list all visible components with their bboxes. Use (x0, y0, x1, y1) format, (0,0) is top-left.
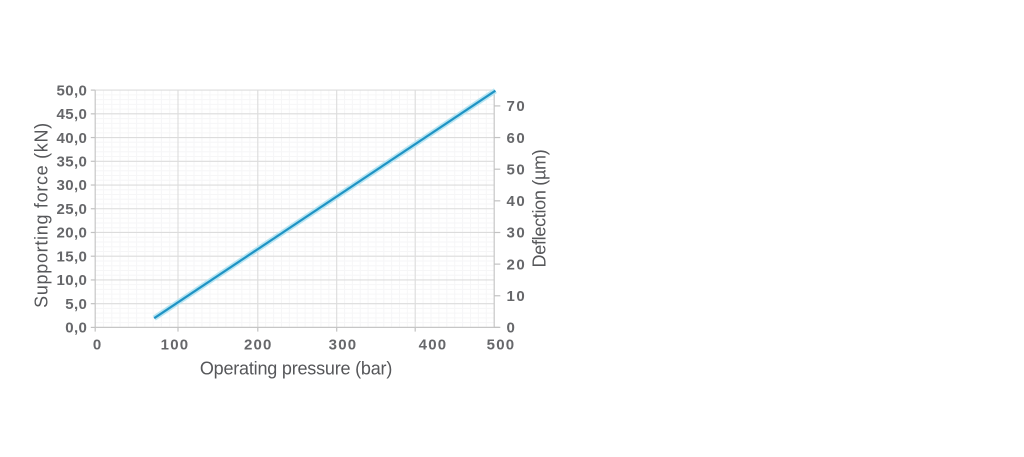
svg-text:50,0: 50,0 (57, 82, 88, 99)
svg-text:70: 70 (507, 98, 527, 115)
svg-text:10: 10 (507, 288, 527, 305)
svg-text:100: 100 (161, 337, 190, 354)
svg-text:60: 60 (507, 130, 527, 147)
svg-text:Operating pressure (bar): Operating pressure (bar) (200, 358, 392, 378)
svg-text:25,0: 25,0 (57, 201, 88, 218)
svg-text:50: 50 (507, 161, 527, 178)
svg-text:30: 30 (507, 225, 527, 242)
svg-text:0,0: 0,0 (65, 320, 87, 337)
svg-text:40: 40 (507, 193, 527, 210)
svg-text:30,0: 30,0 (57, 177, 88, 194)
svg-text:5,0: 5,0 (65, 296, 87, 313)
svg-text:45,0: 45,0 (57, 106, 88, 123)
svg-text:40,0: 40,0 (57, 130, 88, 147)
svg-text:15,0: 15,0 (57, 248, 88, 265)
svg-text:Supporting force (kN): Supporting force (kN) (32, 122, 52, 308)
svg-text:0: 0 (507, 320, 517, 337)
svg-text:0: 0 (93, 337, 103, 354)
svg-text:20,0: 20,0 (57, 225, 88, 242)
svg-text:400: 400 (419, 337, 448, 354)
svg-text:300: 300 (329, 337, 358, 354)
svg-text:Deflection (µm): Deflection (µm) (530, 150, 550, 268)
svg-text:200: 200 (244, 337, 273, 354)
svg-text:35,0: 35,0 (57, 153, 88, 170)
svg-text:20: 20 (507, 256, 527, 273)
svg-text:10,0: 10,0 (57, 272, 88, 289)
svg-text:500: 500 (487, 337, 516, 354)
